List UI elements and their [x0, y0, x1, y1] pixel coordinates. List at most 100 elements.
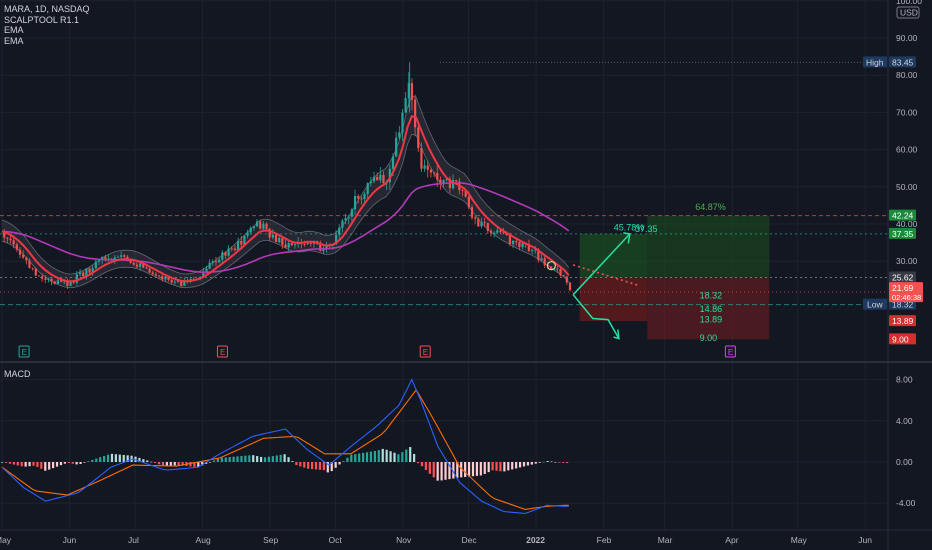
candle-body: [290, 243, 293, 246]
candle-body: [549, 266, 553, 270]
macd-histogram-bar: [515, 462, 518, 469]
last-price-tag[interactable]: [889, 282, 923, 303]
candle-body: [417, 127, 420, 148]
macd-histogram-bar: [562, 462, 565, 463]
candle-body: [66, 281, 69, 286]
macd-histogram-bar: [208, 462, 212, 463]
macd-histogram-bar: [460, 462, 463, 478]
macd-histogram-bar: [511, 462, 514, 470]
candle-body: [395, 137, 398, 157]
macd-histogram-bar: [55, 462, 59, 467]
macd-histogram-bar: [358, 453, 361, 462]
earnings-marker-icon[interactable]: [724, 345, 736, 358]
macd-indicator-label[interactable]: MACD: [4, 369, 31, 379]
candle-body: [41, 276, 44, 279]
candle-body: [388, 168, 391, 183]
time-tick-label: Dec: [462, 535, 478, 545]
candle-body: [496, 230, 499, 233]
candle-body: [508, 235, 512, 245]
macd-histogram-bar: [201, 462, 204, 466]
candle-body: [414, 99, 417, 128]
macd-histogram-bar: [169, 462, 172, 466]
macd-histogram-bar: [424, 462, 427, 471]
candle-body: [512, 241, 515, 245]
macd-histogram-bar: [436, 462, 439, 481]
time-tick-label: Oct: [329, 535, 343, 545]
macd-histogram-bar: [48, 462, 51, 470]
earnings-marker-icon[interactable]: [18, 345, 30, 358]
indicator-ema-label[interactable]: EMA: [4, 25, 24, 35]
macd-histogram-bar: [87, 461, 90, 462]
macd-histogram-bar: [295, 462, 298, 466]
ema-lines: [1, 115, 570, 283]
down-projection-arrow[interactable]: [572, 294, 620, 339]
macd-histogram-bar: [401, 452, 404, 462]
candle-body: [398, 132, 401, 138]
currency-box[interactable]: [896, 6, 920, 19]
candle-body: [391, 156, 395, 169]
candle-body: [6, 237, 9, 239]
signal-circle-marker[interactable]: [546, 261, 556, 271]
macd-histogram-bar: [558, 462, 561, 463]
macd-histogram-bar: [36, 462, 39, 467]
candle-body: [56, 280, 60, 284]
candle-body: [483, 222, 486, 223]
candle-body: [274, 234, 278, 242]
ema-slow-line[interactable]: [1, 182, 570, 274]
candle-body: [319, 242, 322, 251]
macd-histogram-bar: [67, 462, 70, 463]
max-target-pct-label: 64.87%: [695, 202, 726, 212]
symbol-title[interactable]: MARA, 1D, NASDAQ: [4, 4, 90, 14]
price-axis[interactable]: 100.00 90.00 80.00 70.00 60.00 50.00 40.00 30.0…: [440, 0, 923, 508]
macd-line[interactable]: [1, 378, 569, 515]
time-tick-label: Mar: [658, 535, 673, 545]
candle-body: [344, 218, 347, 221]
candle-body: [104, 256, 107, 259]
earnings-marker-icon[interactable]: [216, 345, 228, 358]
currency-label: USD: [900, 8, 918, 18]
time-tick-label: 2022: [526, 535, 545, 545]
macd-histogram-bar: [267, 456, 271, 462]
high-badge[interactable]: [863, 56, 887, 68]
tag-42-24[interactable]: 42.24: [889, 209, 916, 221]
candle-body: [9, 238, 12, 241]
candle-body: [474, 217, 477, 219]
candle-body: [145, 267, 148, 269]
candle-body: [164, 276, 167, 280]
macd-histogram-bar: [138, 457, 141, 462]
time-tick-label: May: [0, 535, 12, 545]
candle-body: [72, 281, 75, 283]
candle-body: [183, 280, 186, 286]
low-badge[interactable]: [863, 298, 887, 310]
candle-body: [357, 195, 360, 199]
macd-signal-line[interactable]: [1, 388, 569, 510]
candle-body: [347, 216, 350, 219]
ema-fast-line[interactable]: [1, 115, 570, 283]
macd-histogram-bar: [126, 455, 129, 462]
macd-histogram-bar: [95, 458, 98, 462]
tag-9-00[interactable]: 9.00: [889, 333, 916, 345]
tag-25-62[interactable]: 25.62: [889, 271, 916, 283]
macd-histogram-bar: [228, 457, 231, 462]
price-tick-label: 50.00: [896, 182, 918, 192]
indicator-ema-label-2[interactable]: EMA: [4, 35, 24, 46]
tag-37-35-text: 37.35: [892, 229, 914, 239]
candle-body: [451, 179, 455, 189]
macd-histogram-bar: [32, 462, 35, 466]
macd-histogram-bar: [538, 462, 541, 463]
high-price-tag[interactable]: 83.45: [889, 56, 916, 68]
indicator-scalptool-label[interactable]: SCALPTOOL R1.1: [4, 14, 80, 25]
up-projection-arrow[interactable]: [572, 233, 631, 296]
candle-body: [132, 262, 135, 265]
time-axis[interactable]: May Jun Jul Aug Sep Oct Nov Dec 2022 Feb Mar Apr May…: [0, 535, 872, 545]
macd-histogram-bar: [8, 462, 12, 464]
tag-13-89[interactable]: 13.89: [889, 315, 916, 327]
candle-body: [18, 249, 22, 255]
tag-37-35[interactable]: 37.35: [889, 227, 916, 239]
candle-body: [34, 268, 37, 276]
earnings-marker-icon[interactable]: [419, 345, 431, 358]
macd-histogram-bar: [91, 459, 94, 462]
time-tick-label: Jun: [858, 535, 872, 545]
